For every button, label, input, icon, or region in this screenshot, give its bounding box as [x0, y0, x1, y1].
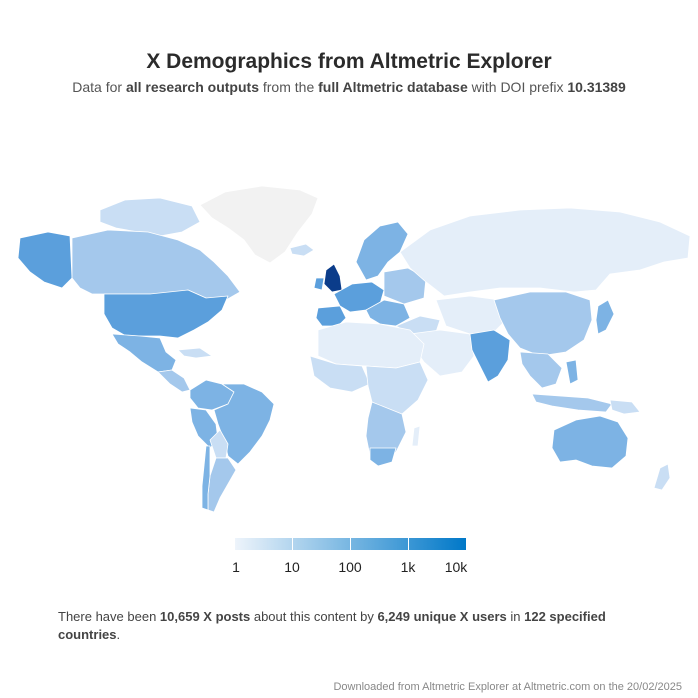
region-iceland[interactable] [289, 243, 315, 257]
summary-part: There have been [58, 609, 160, 624]
region-brazil[interactable] [213, 383, 275, 465]
summary-posts: 10,659 X posts [159, 609, 251, 624]
summary-part: . [116, 627, 121, 642]
page-subtitle: Data for all research outputs from the f… [0, 79, 698, 95]
region-united-kingdom[interactable] [323, 263, 343, 293]
download-footer: Downloaded from Altmetric Explorer at Al… [333, 681, 682, 693]
summary-countries: 122 specified countries [58, 609, 606, 642]
subtitle-text: from the [258, 79, 319, 95]
region-madagascar[interactable] [411, 425, 421, 447]
region-russia[interactable] [399, 207, 691, 297]
region-australia[interactable] [551, 415, 629, 469]
region-japan[interactable] [595, 299, 615, 335]
legend-divider [408, 538, 409, 550]
legend-label-1: 1 [232, 559, 240, 575]
region-bolivia[interactable] [209, 429, 229, 459]
region-south-africa[interactable] [369, 447, 397, 467]
summary-text: There have been 10,659 X posts about thi… [58, 608, 638, 644]
legend-label-10: 10 [284, 559, 300, 575]
region-philippines[interactable] [565, 359, 579, 385]
region-chile[interactable] [201, 445, 211, 511]
region-central-america[interactable] [157, 369, 191, 393]
subtitle-scope: all research outputs [125, 79, 259, 95]
subtitle-database: full Altmetric database [318, 79, 468, 95]
summary-users: 6,249 unique X users [377, 609, 507, 624]
region-southern-europe[interactable] [365, 299, 411, 327]
region-canada[interactable] [71, 229, 241, 301]
region-new-zealand[interactable] [653, 463, 671, 491]
region-india[interactable] [469, 329, 511, 383]
region-china[interactable] [493, 291, 593, 357]
region-png[interactable] [609, 399, 641, 415]
summary-part: in [506, 609, 525, 624]
legend-divider [292, 538, 293, 550]
region-argentina[interactable] [207, 457, 237, 513]
region-caribbean[interactable] [177, 347, 213, 359]
region-alaska[interactable] [17, 231, 73, 289]
subtitle-doi-prefix: 10.31389 [567, 79, 626, 95]
region-southeast-asia[interactable] [519, 351, 563, 389]
region-ireland[interactable] [313, 277, 325, 291]
region-central-asia[interactable] [435, 295, 509, 335]
region-scandinavia[interactable] [355, 221, 409, 281]
subtitle-text: Data for [72, 79, 126, 95]
region-west-africa[interactable] [309, 355, 371, 393]
legend-label-1k: 1k [400, 559, 416, 575]
legend-divider [350, 538, 351, 550]
region-indonesia[interactable] [531, 393, 613, 413]
region-arctic-islands[interactable] [99, 197, 201, 237]
subtitle-text: with DOI prefix [467, 79, 568, 95]
world-map [17, 185, 691, 513]
page-title: X Demographics from Altmetric Explorer [146, 50, 552, 73]
legend-label-10k: 10k [444, 559, 468, 575]
legend-label-100: 100 [338, 559, 362, 575]
summary-part: about this content by [250, 609, 378, 624]
region-greenland[interactable] [199, 185, 319, 264]
region-east-africa[interactable] [365, 361, 429, 417]
region-mexico[interactable] [111, 333, 177, 373]
region-united-states[interactable] [103, 289, 229, 339]
region-eastern-europe[interactable] [383, 267, 427, 305]
